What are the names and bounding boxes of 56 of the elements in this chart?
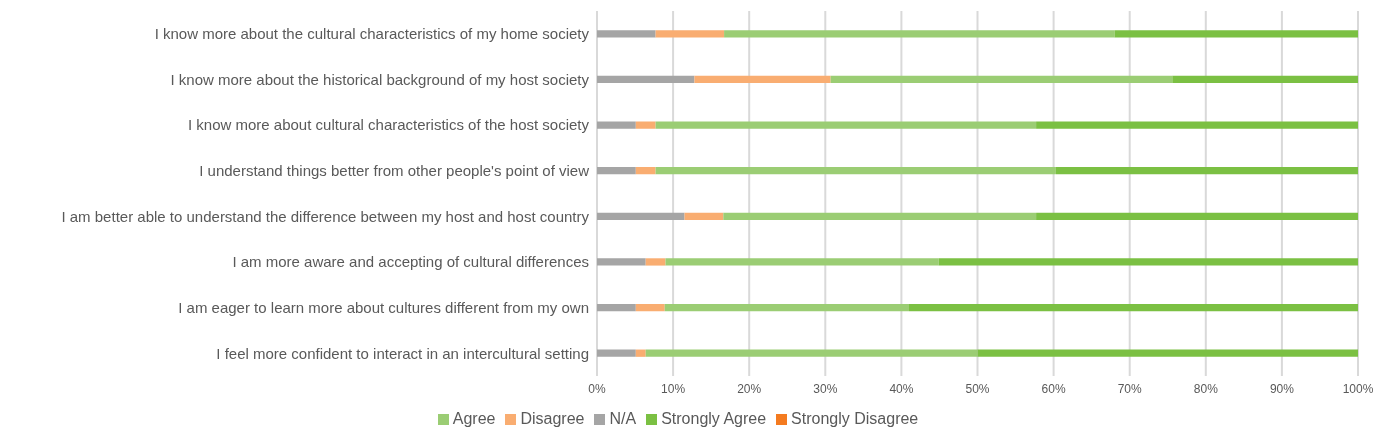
bar	[694, 75, 831, 84]
y-tick-label: I know more about cultural characteristics of the host society	[187, 116, 590, 134]
bar	[684, 212, 724, 220]
bar	[1055, 167, 1358, 175]
bar	[597, 75, 695, 84]
bar	[645, 258, 666, 266]
bar	[635, 303, 665, 312]
x-tick-label: 10%	[661, 381, 686, 396]
x-tick-label: 50%	[965, 381, 990, 396]
y-tick-label: I am eager to learn more about cultures different from my own	[178, 298, 589, 316]
x-tick-label: 80%	[1193, 381, 1219, 396]
bar	[597, 349, 636, 357]
y-tick-label: I am better able to understand the difference between my host and host country	[61, 207, 590, 225]
y-tick-label: I am more aware and accepting of cultural differences	[232, 253, 589, 271]
x-tick-label: 60%	[1041, 381, 1066, 396]
bar	[830, 75, 1173, 84]
x-tick-label: 0%	[588, 381, 606, 396]
x-tick-label: 30%	[813, 381, 838, 396]
bar	[655, 30, 725, 38]
bar	[665, 258, 939, 266]
bar	[597, 30, 656, 38]
bar	[597, 121, 636, 129]
x-tick-label: 90%	[1269, 381, 1295, 396]
bar	[723, 212, 1037, 220]
bar	[597, 258, 646, 266]
y-tick-label: I know more about the historical background of my host society	[170, 70, 590, 88]
bar	[1036, 121, 1358, 129]
legend-label: Strongly Agree	[661, 410, 767, 427]
legend-label: Disagree	[520, 410, 585, 427]
bar	[1172, 75, 1358, 84]
legend-label: Strongly Disagree	[791, 410, 919, 427]
x-tick-label: 70%	[1117, 381, 1143, 396]
bar	[635, 167, 656, 175]
x-tick-label: 100%	[1342, 381, 1374, 396]
bar	[655, 167, 1056, 175]
x-tick-label: 40%	[889, 381, 914, 396]
bar	[597, 212, 685, 220]
bar	[635, 349, 646, 357]
x-tick-label: 20%	[737, 381, 762, 396]
legend-label: N/A	[609, 410, 637, 427]
y-tick-label: I understand things better from other people's point of view	[199, 162, 590, 180]
legend-label: Agree	[452, 410, 496, 427]
bar	[1036, 212, 1358, 220]
y-tick-label: I know more about the cultural characteristics of my home society	[154, 25, 590, 43]
bar	[597, 303, 636, 312]
bar	[655, 121, 1037, 129]
bar	[724, 30, 1115, 38]
bar	[938, 258, 1358, 266]
bar	[1114, 30, 1358, 38]
bar	[635, 121, 656, 129]
bar	[597, 167, 636, 175]
bar	[977, 349, 1358, 357]
y-tick-label: I feel more confident to interact in an intercultural setting	[216, 344, 589, 362]
bar	[909, 303, 1358, 312]
bar	[645, 349, 978, 357]
bar	[664, 303, 910, 312]
